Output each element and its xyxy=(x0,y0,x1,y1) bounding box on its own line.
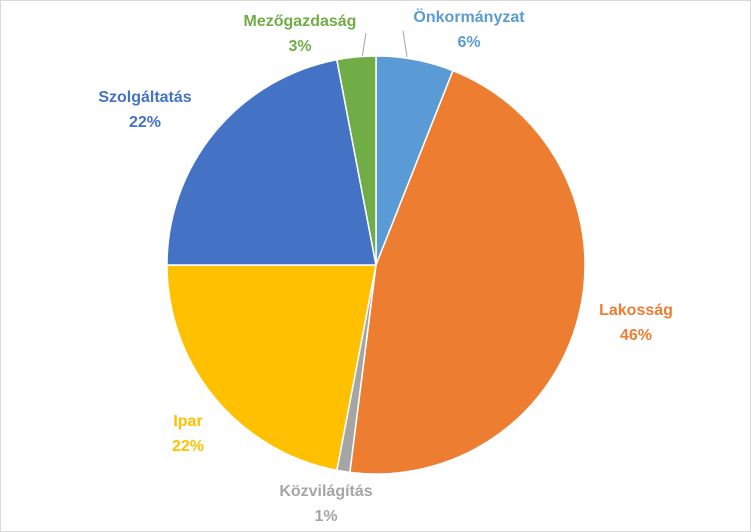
leader-line xyxy=(402,30,408,58)
category-label: Önkormányzat xyxy=(413,7,525,26)
category-label: Ipar xyxy=(173,413,202,430)
value-label: 22% xyxy=(172,438,204,455)
pie-slice xyxy=(348,69,586,475)
category-label: Lakosság xyxy=(599,302,673,319)
pie-slice xyxy=(335,55,377,266)
leader-line xyxy=(361,32,367,59)
category-label: Mezőgazdaság xyxy=(244,13,357,30)
value-label: 1% xyxy=(314,508,337,525)
category-label: Közvilágítás xyxy=(279,483,372,500)
pie-slice xyxy=(166,58,377,266)
value-label: 6% xyxy=(457,34,480,51)
value-label: 3% xyxy=(288,38,311,55)
category-label: Szolgáltatás xyxy=(98,89,191,106)
pie-slice xyxy=(166,264,377,472)
value-label: 22% xyxy=(129,114,161,131)
value-label: 46% xyxy=(620,327,652,344)
